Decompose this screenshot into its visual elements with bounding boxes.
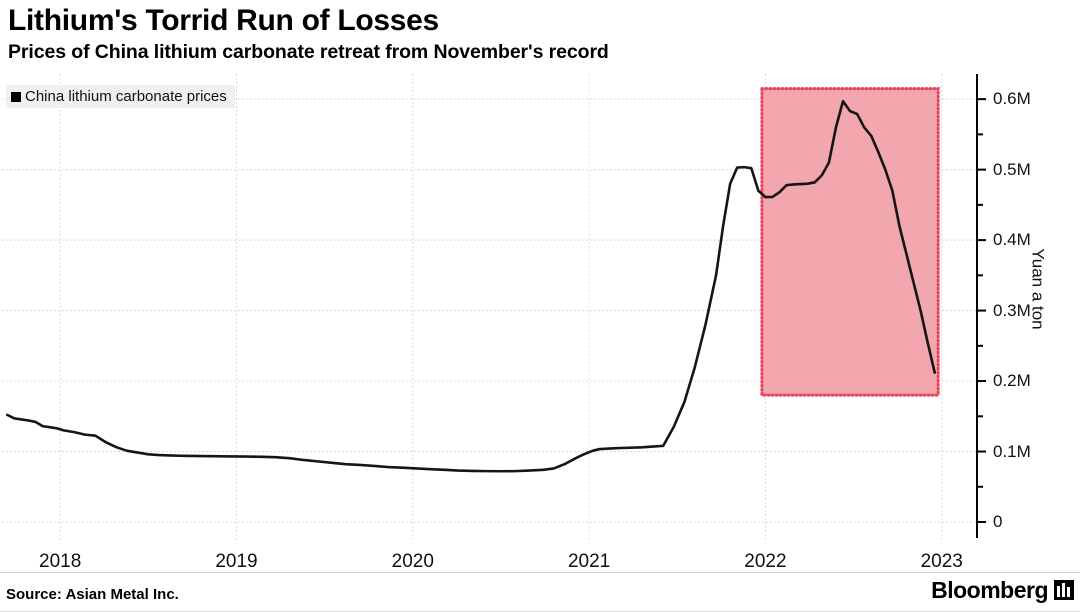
y-axis-tick-label: 0.1M	[993, 441, 1031, 461]
x-axis-tick-label: 2019	[215, 551, 258, 572]
source-note: Source: Asian Metal Inc.	[6, 586, 179, 603]
x-axis-tick-label: 2023	[920, 551, 963, 572]
y-axis-tick-label: 0.6M	[993, 89, 1031, 109]
legend-item-label: China lithium carbonate prices	[25, 88, 227, 105]
y-axis-title: Yuan a ton	[1028, 248, 1048, 331]
y-axis-tick-label: 0.2M	[993, 371, 1031, 391]
x-axis-tick-label: 2021	[567, 551, 611, 572]
y-axis-tick-label: 0.3M	[993, 300, 1031, 320]
november-record-retreat-band	[760, 87, 940, 397]
brand-name: Bloomberg	[931, 577, 1048, 603]
x-axis-tick-label: 2020	[391, 551, 434, 572]
y-axis-tick-label: 0	[993, 512, 1003, 531]
chart-header: Lithium's Torrid Run of Losses Prices of…	[8, 4, 1068, 64]
square-marker-icon	[11, 91, 21, 102]
bloomberg-brand: Bloomberg	[931, 578, 1074, 602]
x-axis-tick-label: 2018	[39, 551, 82, 572]
x-axis-tick-label: 2022	[744, 551, 787, 572]
y-axis-tick-label: 0.4M	[993, 230, 1031, 250]
y-axis-tick-label: 0.5M	[993, 159, 1031, 179]
series-line-0	[5, 99, 936, 473]
bloomberg-terminal-icon	[1054, 580, 1074, 600]
page-title: Lithium's Torrid Run of Losses	[8, 4, 439, 37]
page-subtitle: Prices of China lithium carbonate retrea…	[8, 41, 609, 63]
footer-divider	[0, 572, 1080, 573]
chart-legend: China lithium carbonate prices	[6, 85, 235, 108]
